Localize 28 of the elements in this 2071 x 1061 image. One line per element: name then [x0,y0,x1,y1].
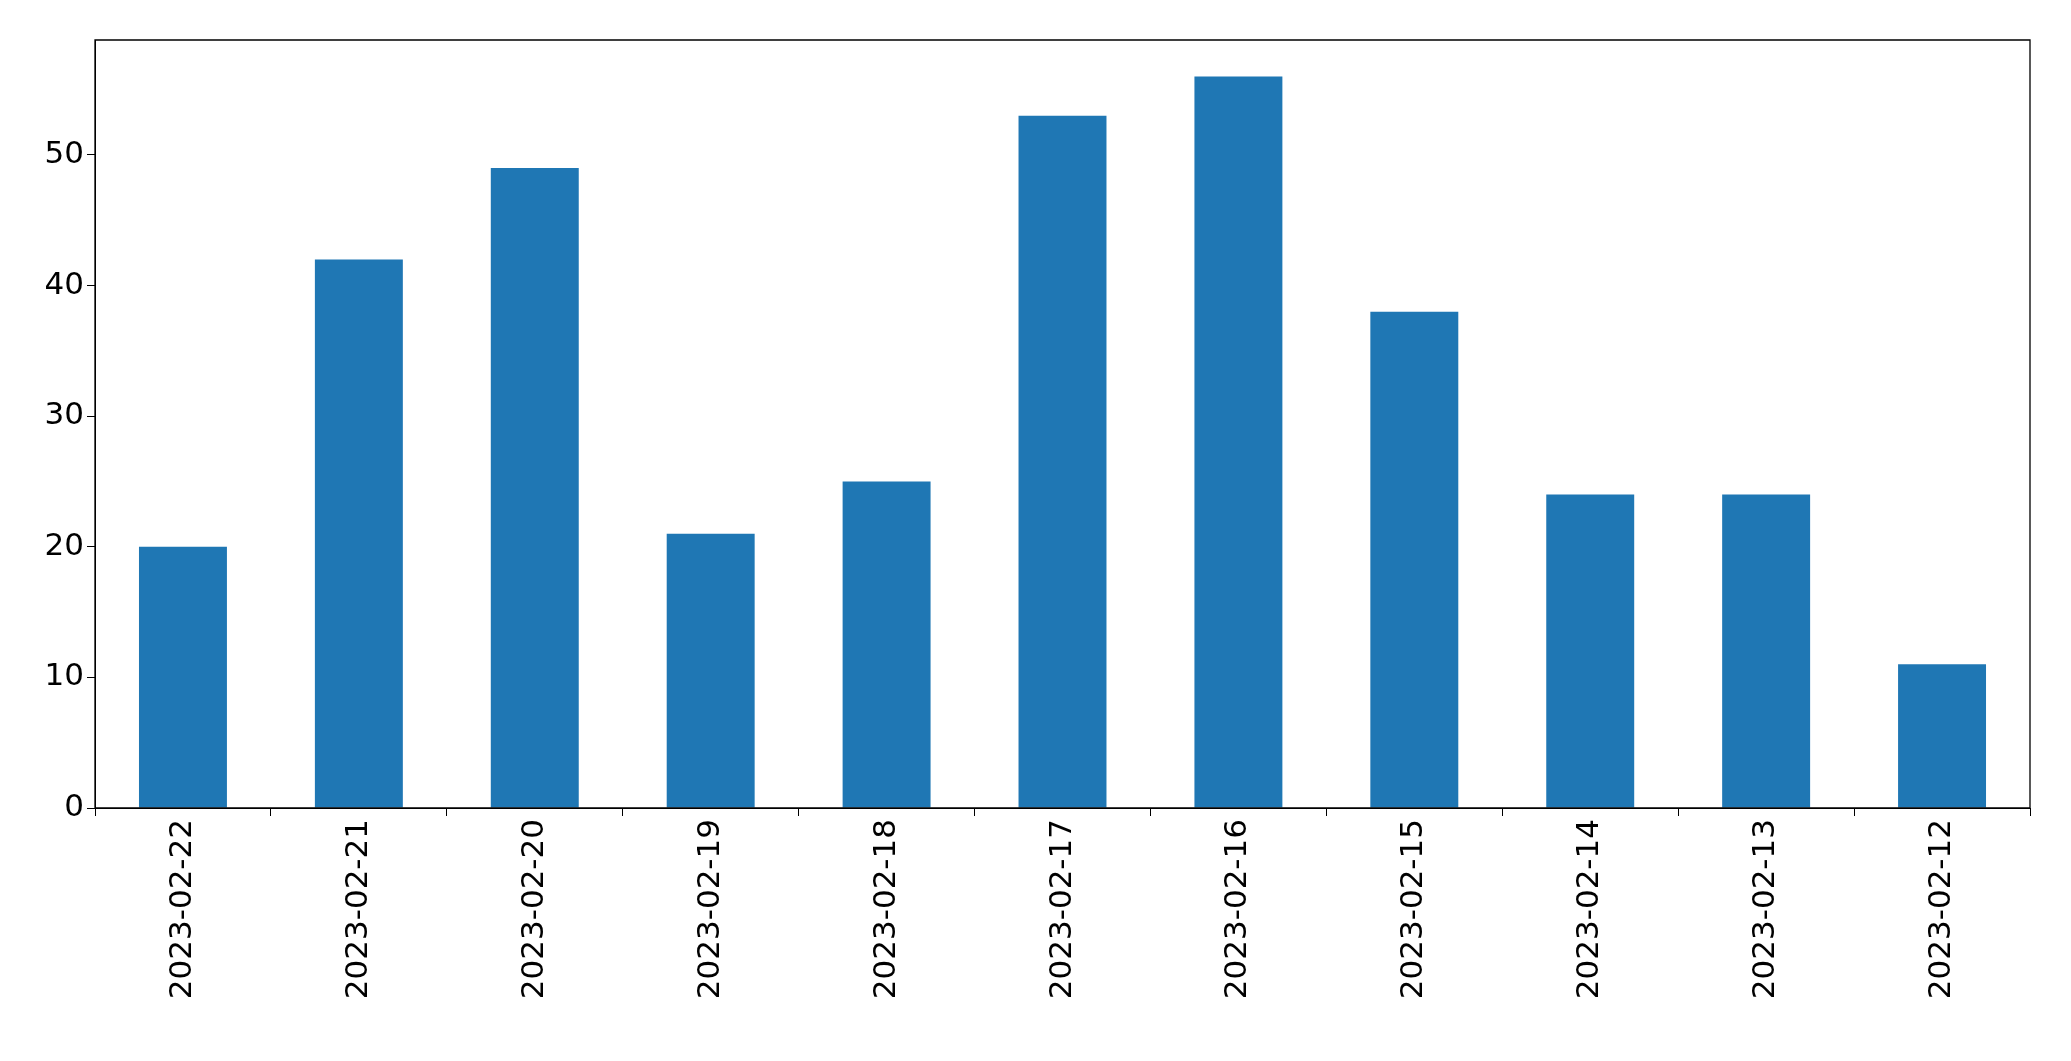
bar [1722,494,1811,808]
x-tick-label: 2023-02-16 [1217,819,1254,1000]
y-tick-label: 30 [44,395,84,432]
bar [1546,494,1635,808]
bar [1018,115,1107,808]
x-tick-label: 2023-02-20 [513,819,550,1000]
bar [1898,664,1987,808]
x-tick-label: 2023-02-13 [1745,819,1782,1000]
bar [1194,76,1283,808]
y-tick-label: 0 [64,787,84,824]
y-tick-label: 10 [44,656,84,693]
x-tick-label: 2023-02-19 [689,819,726,1000]
x-tick-label: 2023-02-12 [1921,819,1958,1000]
bar [138,546,227,808]
bar [490,168,579,808]
bar [842,481,931,808]
bar [666,533,755,808]
x-tick-label: 2023-02-15 [1393,819,1430,1000]
x-tick-label: 2023-02-18 [865,819,902,1000]
x-tick-label: 2023-02-14 [1569,819,1606,1000]
y-tick-label: 40 [44,264,84,301]
y-tick-label: 50 [44,133,84,170]
bar [1370,311,1459,808]
x-tick-label: 2023-02-21 [337,819,374,1000]
x-tick-label: 2023-02-22 [162,819,198,1000]
x-tick-label: 2023-02-17 [1041,819,1078,1000]
bar [314,259,403,808]
y-tick-label: 20 [44,525,84,562]
